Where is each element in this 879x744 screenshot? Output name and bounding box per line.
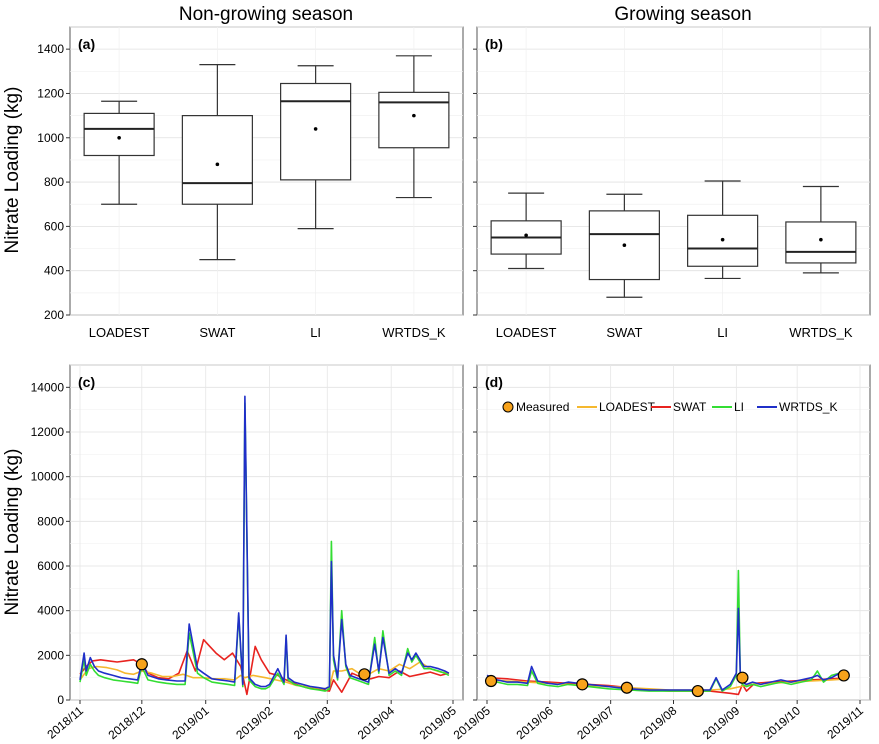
measured-point: [135, 658, 148, 671]
measured-point: [620, 681, 633, 694]
y-tick-label: 4000: [37, 604, 64, 618]
y-tick-label: 800: [44, 175, 64, 189]
y-tick-label: 200: [44, 308, 64, 322]
legend-wrtds: WRTDS_K: [779, 400, 837, 414]
measured-point: [691, 684, 704, 698]
y-tick-label: 14000: [31, 380, 65, 394]
box-iqr: [378, 91, 450, 149]
panel-c: 0 2000 4000 6000 8000 10000 12000 14000 2018/11 2…: [31, 364, 464, 742]
box-iqr: [181, 115, 253, 205]
x-tick-label: 2018/11: [44, 703, 86, 741]
x-tick-label: 2019/07: [574, 703, 616, 742]
legend: Measured LOADEST SWAT LI WRTDS_K: [502, 400, 837, 414]
x-tick-label: 2019/05: [451, 703, 493, 742]
box-mean: [622, 243, 627, 248]
x-tick-label: 2019/10: [761, 703, 803, 742]
x-category-label: SWAT: [606, 325, 642, 340]
panel-label: (c): [78, 374, 95, 390]
box-mean: [117, 135, 121, 140]
panel-label: (d): [485, 374, 503, 390]
series-line-swat: [79, 638, 450, 696]
measured-point: [358, 668, 371, 681]
y-tick-label: 400: [44, 264, 64, 278]
x-category-label: LOADEST: [496, 325, 557, 340]
x-tick-label: 2019/06: [514, 703, 556, 742]
legend-measured: Measured: [516, 400, 569, 414]
box-mean: [819, 237, 823, 242]
title-growing: Growing season: [614, 4, 751, 25]
box-iqr: [83, 112, 155, 157]
x-category-label: WRTDS_K: [789, 325, 853, 340]
x-tick-label: 2018/12: [106, 703, 148, 742]
legend-loadest: LOADEST: [599, 400, 656, 414]
legend-li: LI: [734, 400, 744, 414]
y-tick-label: 1000: [37, 131, 64, 145]
legend-measured-marker: [502, 401, 514, 413]
ylabel-top: Nitrate Loading (kg): [2, 87, 23, 254]
y-tick-label: 0: [57, 693, 64, 707]
x-category-label: WRTDS_K: [382, 325, 446, 340]
series-line-wrtds-k: [486, 607, 849, 691]
y-tick-label: 10000: [31, 470, 65, 484]
box-mean: [524, 233, 528, 238]
ylabel-bottom: Nitrate Loading (kg): [2, 449, 23, 616]
y-tick-label: 8000: [37, 514, 64, 528]
panel-label: (b): [485, 36, 503, 52]
x-category-label: LI: [717, 325, 728, 340]
y-tick-label: 2000: [37, 648, 64, 662]
box-iqr: [280, 82, 352, 181]
panel-b-frame: [476, 26, 871, 316]
x-tick-label: 2019/08: [637, 703, 679, 742]
x-tick-label: 2019/04: [355, 703, 397, 742]
panel-c-frame: [69, 364, 464, 701]
panel-a-frame: [69, 26, 464, 316]
y-tick-label: 1200: [37, 86, 64, 100]
x-tick-label: 2019/05: [417, 703, 459, 742]
measured-point: [484, 674, 498, 688]
y-tick-label: 6000: [37, 559, 64, 573]
panel-label: (a): [78, 36, 95, 52]
box-mean: [215, 162, 220, 167]
box-mean: [720, 237, 725, 242]
x-category-label: LOADEST: [89, 325, 150, 340]
y-tick-label: 12000: [31, 425, 65, 439]
box-mean: [412, 113, 416, 118]
panel-a: 200 400 600 800 1000 1200 1400 LOADEST SWAT LI WRT…: [37, 26, 464, 340]
measured-point: [736, 671, 749, 684]
box-mean: [313, 127, 318, 131]
title-non-growing: Non-growing season: [179, 4, 353, 25]
panel-d: 2019/05 2019/06 2019/07 2019/08 2019/09 2019/…: [451, 364, 871, 742]
x-tick-label: 2019/09: [700, 703, 742, 742]
x-tick-label: 2019/01: [169, 703, 211, 742]
panel-b: LOADEST SWAT LI WRTDS_K (b): [473, 26, 871, 340]
y-tick-label: 1400: [37, 42, 64, 56]
x-tick-label: 2019/02: [233, 703, 275, 742]
x-tick-label: 2019/03: [291, 703, 333, 742]
measured-point: [837, 669, 850, 682]
legend-swat: SWAT: [673, 400, 707, 414]
measured-point: [576, 678, 589, 691]
x-category-label: SWAT: [199, 325, 235, 340]
x-tick-label: 2019/11: [824, 703, 866, 741]
box-iqr: [785, 221, 857, 264]
y-tick-label: 600: [44, 219, 64, 233]
x-category-label: LI: [310, 325, 321, 340]
